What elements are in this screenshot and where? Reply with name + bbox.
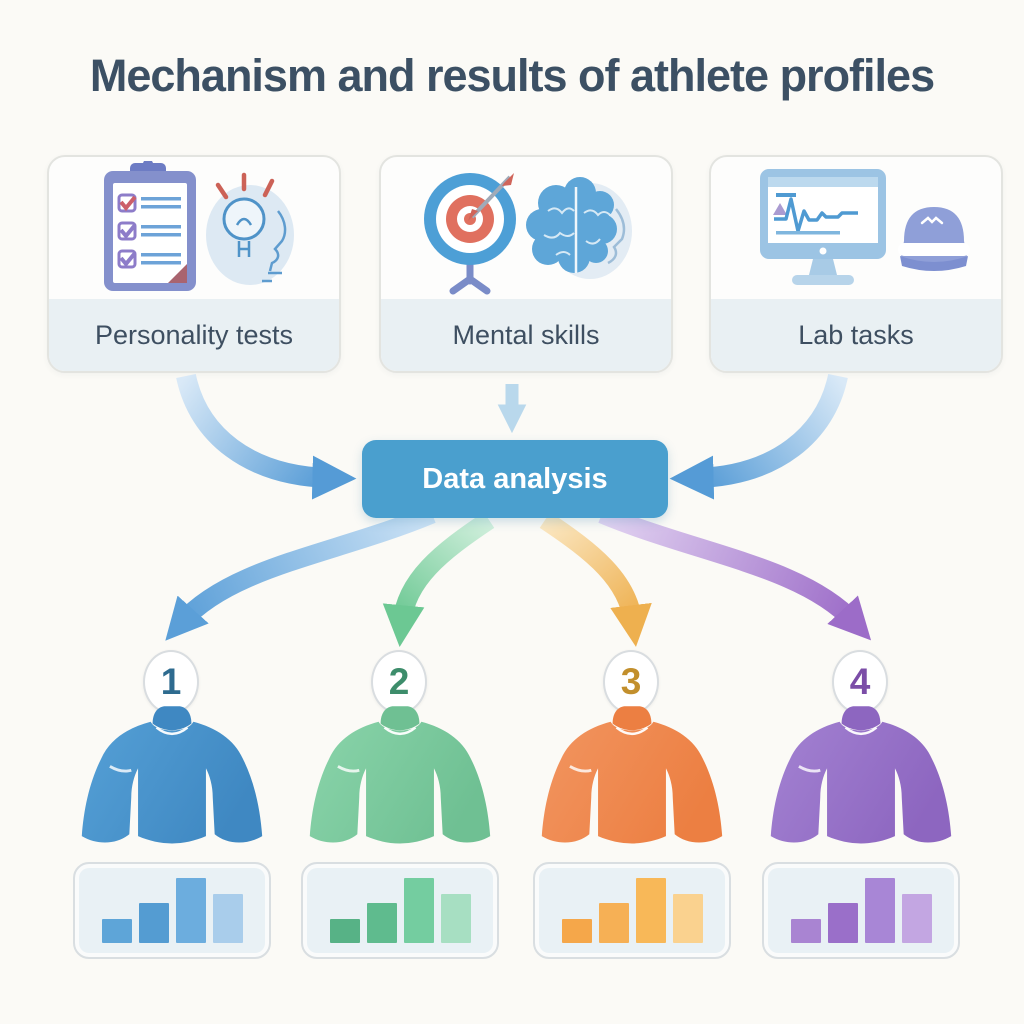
result-chart-3 [533, 862, 731, 959]
input-card-label: Lab tasks [711, 299, 1001, 371]
arrow-analysis-to-profile-3 [539, 512, 652, 647]
bar-chart [561, 878, 703, 943]
data-analysis-box: Data analysis [362, 440, 668, 518]
athlete-torso-icon [309, 706, 491, 844]
athlete-torso-icon [770, 706, 952, 844]
bar [440, 894, 471, 943]
input-card-personality-tests: Personality tests [47, 155, 341, 373]
arrow-personality-to-analysis [176, 373, 357, 500]
bar [138, 903, 169, 943]
arrow-analysis-to-profile-2 [382, 512, 495, 647]
target-arrow-icon [424, 173, 632, 295]
input-card-label: Mental skills [381, 299, 671, 371]
brain-profile-icon [526, 177, 632, 279]
result-chart-2 [301, 862, 499, 959]
bar-chart [790, 878, 932, 943]
bar-chart [101, 878, 243, 943]
profile-column-4: 4 [762, 650, 960, 970]
profile-number-circle: 3 [603, 650, 659, 714]
bar [175, 878, 206, 943]
input-card-lab-tasks: Lab tasks [709, 155, 1003, 373]
bar [403, 878, 434, 943]
bar [366, 903, 397, 943]
bar [101, 919, 132, 943]
profile-number: 1 [160, 661, 182, 702]
clipboard-checklist-icon [104, 161, 294, 291]
monitor-icon [760, 169, 886, 285]
bar [635, 878, 666, 943]
bar-chart [329, 878, 471, 943]
arrow-lab-to-analysis [669, 373, 848, 500]
profile-column-3: 3 [533, 650, 731, 970]
bar [672, 894, 703, 943]
card-art-personality [49, 157, 339, 299]
page-title: Mechanism and results of athlete profile… [89, 50, 935, 101]
bar [827, 903, 858, 943]
head-lightbulb-icon [206, 172, 294, 285]
profile-column-2: 2 [301, 650, 499, 970]
bar [790, 919, 821, 943]
profile-number-circle: 1 [143, 650, 199, 714]
card-art-lab [711, 157, 1001, 299]
bar [212, 894, 243, 943]
bar [901, 894, 932, 943]
card-art-mental [381, 157, 671, 299]
result-chart-1 [73, 862, 271, 959]
profile-number: 2 [388, 661, 410, 702]
eeg-cap-icon [898, 207, 970, 271]
input-card-mental-skills: Mental skills [379, 155, 673, 373]
bar [561, 919, 592, 943]
bar [598, 903, 629, 943]
athlete-torso-icon [81, 706, 263, 844]
athlete-torso-icon [541, 706, 723, 844]
profile-number: 4 [849, 661, 871, 702]
profile-number: 3 [620, 661, 642, 702]
monitor-waveform-icon [760, 169, 970, 285]
result-chart-4 [762, 862, 960, 959]
clipboard-icon [104, 161, 196, 291]
bar [329, 919, 360, 943]
profile-column-1: 1 [73, 650, 271, 970]
target-icon [424, 173, 516, 295]
arrow-analysis-to-profile-4 [598, 505, 872, 641]
arrow-analysis-to-profile-1 [165, 505, 436, 641]
input-card-label: Personality tests [49, 299, 339, 371]
bar [864, 878, 895, 943]
